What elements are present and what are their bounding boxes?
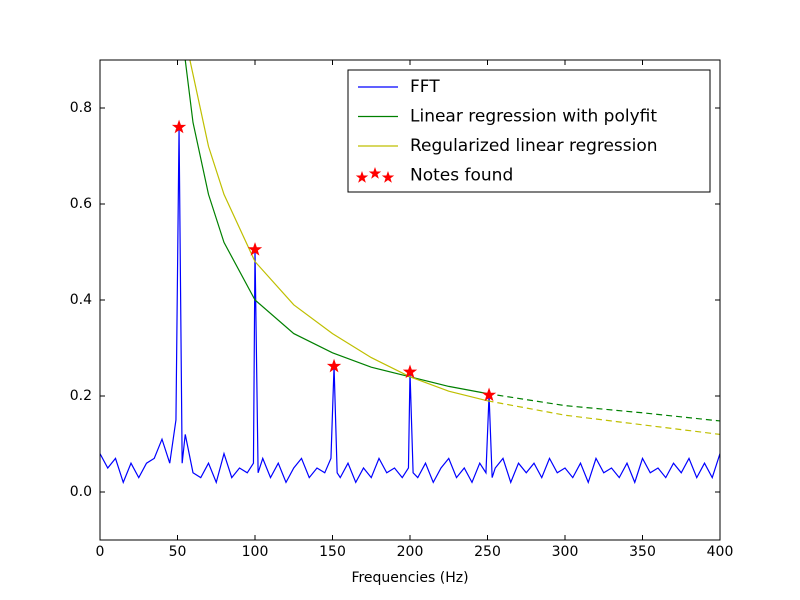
y-tick-label: 0.8 <box>70 100 92 116</box>
x-tick-label: 250 <box>474 544 501 560</box>
note-marker <box>481 387 497 402</box>
y-tick-label: 0.2 <box>70 388 92 404</box>
note-marker <box>326 358 342 373</box>
y-tick-label: 0.4 <box>70 292 92 308</box>
x-tick-label: 350 <box>629 544 656 560</box>
series-line <box>100 127 720 485</box>
legend-label: Linear regression with polyfit <box>410 107 657 127</box>
y-tick-label: 0.0 <box>70 484 92 500</box>
x-tick-label: 50 <box>169 544 187 560</box>
series-line <box>189 60 488 402</box>
series-line <box>487 393 720 422</box>
legend-box <box>347 69 711 193</box>
legend-label: Notes found <box>410 166 513 186</box>
plot-frame <box>99 59 721 541</box>
legend-label: Regularized linear regression <box>410 136 658 156</box>
x-tick-label: 400 <box>707 544 734 560</box>
x-axis-label: Frequencies (Hz) <box>351 570 468 586</box>
note-marker <box>171 119 187 134</box>
x-tick-label: 0 <box>96 544 105 560</box>
legend-label: FFT <box>410 77 440 97</box>
x-tick-label: 300 <box>552 544 579 560</box>
legend-marker <box>368 166 382 179</box>
note-marker <box>402 364 418 379</box>
x-tick-label: 150 <box>319 544 346 560</box>
x-tick-label: 100 <box>242 544 269 560</box>
legend-marker <box>381 170 395 183</box>
y-tick-label: 0.6 <box>70 196 92 212</box>
note-marker <box>247 242 263 256</box>
legend-marker <box>355 170 369 183</box>
series-line <box>184 60 488 395</box>
plot-area <box>100 60 720 485</box>
series-line <box>487 400 720 435</box>
x-tick-label: 200 <box>397 544 424 560</box>
